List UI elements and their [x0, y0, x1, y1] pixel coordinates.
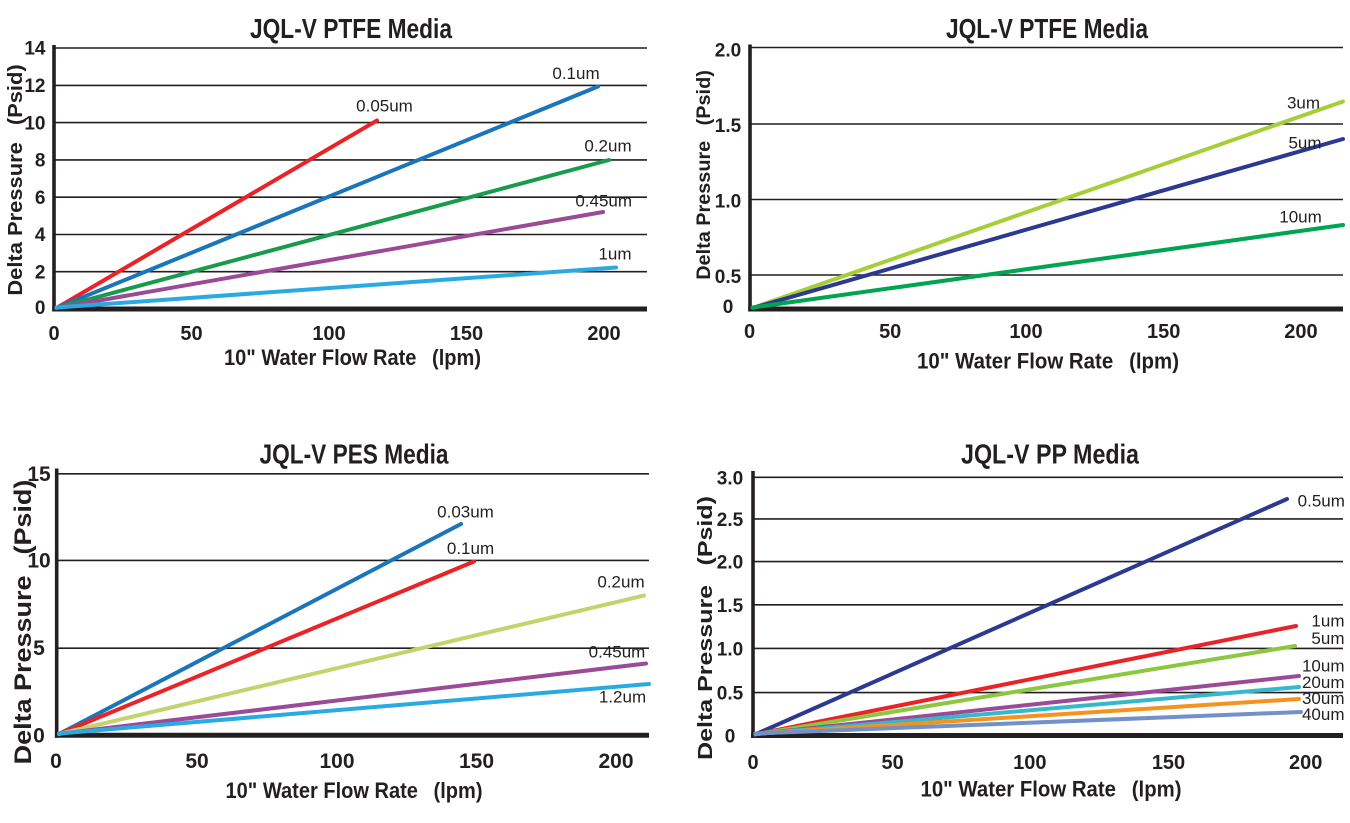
svg-text:12: 12	[24, 76, 45, 97]
svg-text:2: 2	[35, 262, 46, 283]
svg-text:10: 10	[27, 549, 50, 572]
svg-text:5um: 5um	[1311, 629, 1344, 648]
svg-text:100: 100	[1013, 752, 1046, 774]
svg-text:0: 0	[747, 752, 758, 774]
svg-text:0: 0	[744, 321, 755, 343]
svg-text:0.5: 0.5	[717, 684, 744, 705]
svg-text:0.45um: 0.45um	[589, 642, 646, 661]
svg-text:3um: 3um	[1287, 93, 1320, 112]
svg-text:JQL-V PTFE Media: JQL-V PTFE Media	[946, 13, 1148, 44]
svg-text:0.2um: 0.2um	[597, 572, 644, 591]
svg-text:0: 0	[33, 725, 45, 748]
svg-text:0: 0	[48, 323, 59, 345]
svg-text:1.5: 1.5	[717, 596, 744, 617]
svg-text:JQL-V PP Media: JQL-V PP Media	[961, 439, 1139, 470]
svg-text:10um: 10um	[1279, 208, 1322, 227]
svg-text:0: 0	[35, 298, 46, 319]
svg-text:JQL-V PES Media: JQL-V PES Media	[260, 439, 449, 470]
svg-text:0: 0	[725, 727, 736, 748]
svg-text:Delta Pressure (Psid): Delta Pressure (Psid)	[694, 496, 716, 760]
svg-text:1um: 1um	[598, 244, 631, 263]
svg-text:150: 150	[1147, 321, 1180, 343]
svg-text:Delta Pressure (Psid): Delta Pressure (Psid)	[10, 480, 36, 765]
svg-text:10" Water Flow Rate (lpm): 10" Water Flow Rate (lpm)	[921, 777, 1182, 802]
svg-text:40um: 40um	[1302, 705, 1345, 724]
svg-text:0.5um: 0.5um	[1298, 491, 1345, 510]
svg-text:30um: 30um	[1302, 689, 1345, 708]
svg-text:0.2um: 0.2um	[584, 136, 631, 155]
svg-text:1.2um: 1.2um	[599, 688, 646, 707]
svg-text:200: 200	[598, 750, 633, 773]
svg-text:200: 200	[1289, 752, 1322, 774]
svg-text:10" Water Flow Rate (lpm): 10" Water Flow Rate (lpm)	[917, 349, 1179, 374]
svg-text:0: 0	[723, 297, 734, 318]
svg-text:100: 100	[1009, 321, 1042, 343]
svg-text:200: 200	[587, 323, 620, 345]
svg-text:JQL-V PTFE Media: JQL-V PTFE Media	[250, 13, 452, 44]
svg-text:4: 4	[35, 225, 46, 246]
svg-text:0.1um: 0.1um	[447, 539, 494, 558]
svg-text:2.5: 2.5	[717, 510, 744, 531]
svg-text:8: 8	[35, 151, 46, 172]
svg-text:150: 150	[1152, 752, 1185, 774]
svg-text:150: 150	[450, 323, 483, 345]
svg-text:6: 6	[35, 188, 46, 209]
svg-text:50: 50	[180, 323, 202, 345]
svg-text:0.1um: 0.1um	[552, 64, 599, 83]
svg-text:0.03um: 0.03um	[437, 502, 494, 521]
svg-text:150: 150	[459, 750, 494, 773]
svg-text:1.5: 1.5	[715, 116, 742, 137]
svg-text:50: 50	[185, 750, 208, 773]
svg-text:0.05um: 0.05um	[356, 97, 413, 116]
svg-text:15: 15	[27, 463, 51, 486]
svg-text:1um: 1um	[1311, 612, 1344, 631]
svg-text:10" Water Flow Rate (lpm): 10" Water Flow Rate (lpm)	[226, 778, 483, 803]
svg-text:2.0: 2.0	[715, 41, 741, 62]
svg-text:0: 0	[50, 750, 62, 773]
svg-text:5: 5	[33, 637, 45, 660]
svg-text:10" Water Flow Rate (lpm): 10" Water Flow Rate (lpm)	[224, 345, 481, 370]
svg-text:20um: 20um	[1302, 673, 1345, 692]
svg-text:2.0: 2.0	[717, 553, 743, 574]
svg-text:3.0: 3.0	[717, 468, 743, 489]
svg-text:50: 50	[879, 321, 901, 343]
svg-text:1.0: 1.0	[717, 639, 743, 660]
svg-text:1.0: 1.0	[715, 192, 741, 213]
svg-text:Delta Pressure (Psid): Delta Pressure (Psid)	[5, 64, 27, 295]
svg-text:10um: 10um	[1302, 656, 1345, 675]
svg-text:10: 10	[24, 113, 45, 134]
svg-text:14: 14	[24, 39, 46, 60]
svg-text:100: 100	[312, 323, 345, 345]
svg-text:0.5: 0.5	[715, 267, 742, 288]
svg-text:100: 100	[319, 750, 354, 773]
svg-text:50: 50	[881, 752, 903, 774]
svg-text:Delta Pressure (Psid): Delta Pressure (Psid)	[693, 70, 715, 280]
svg-text:0.45um: 0.45um	[575, 192, 632, 211]
svg-text:200: 200	[1284, 321, 1317, 343]
svg-text:5um: 5um	[1288, 134, 1321, 153]
